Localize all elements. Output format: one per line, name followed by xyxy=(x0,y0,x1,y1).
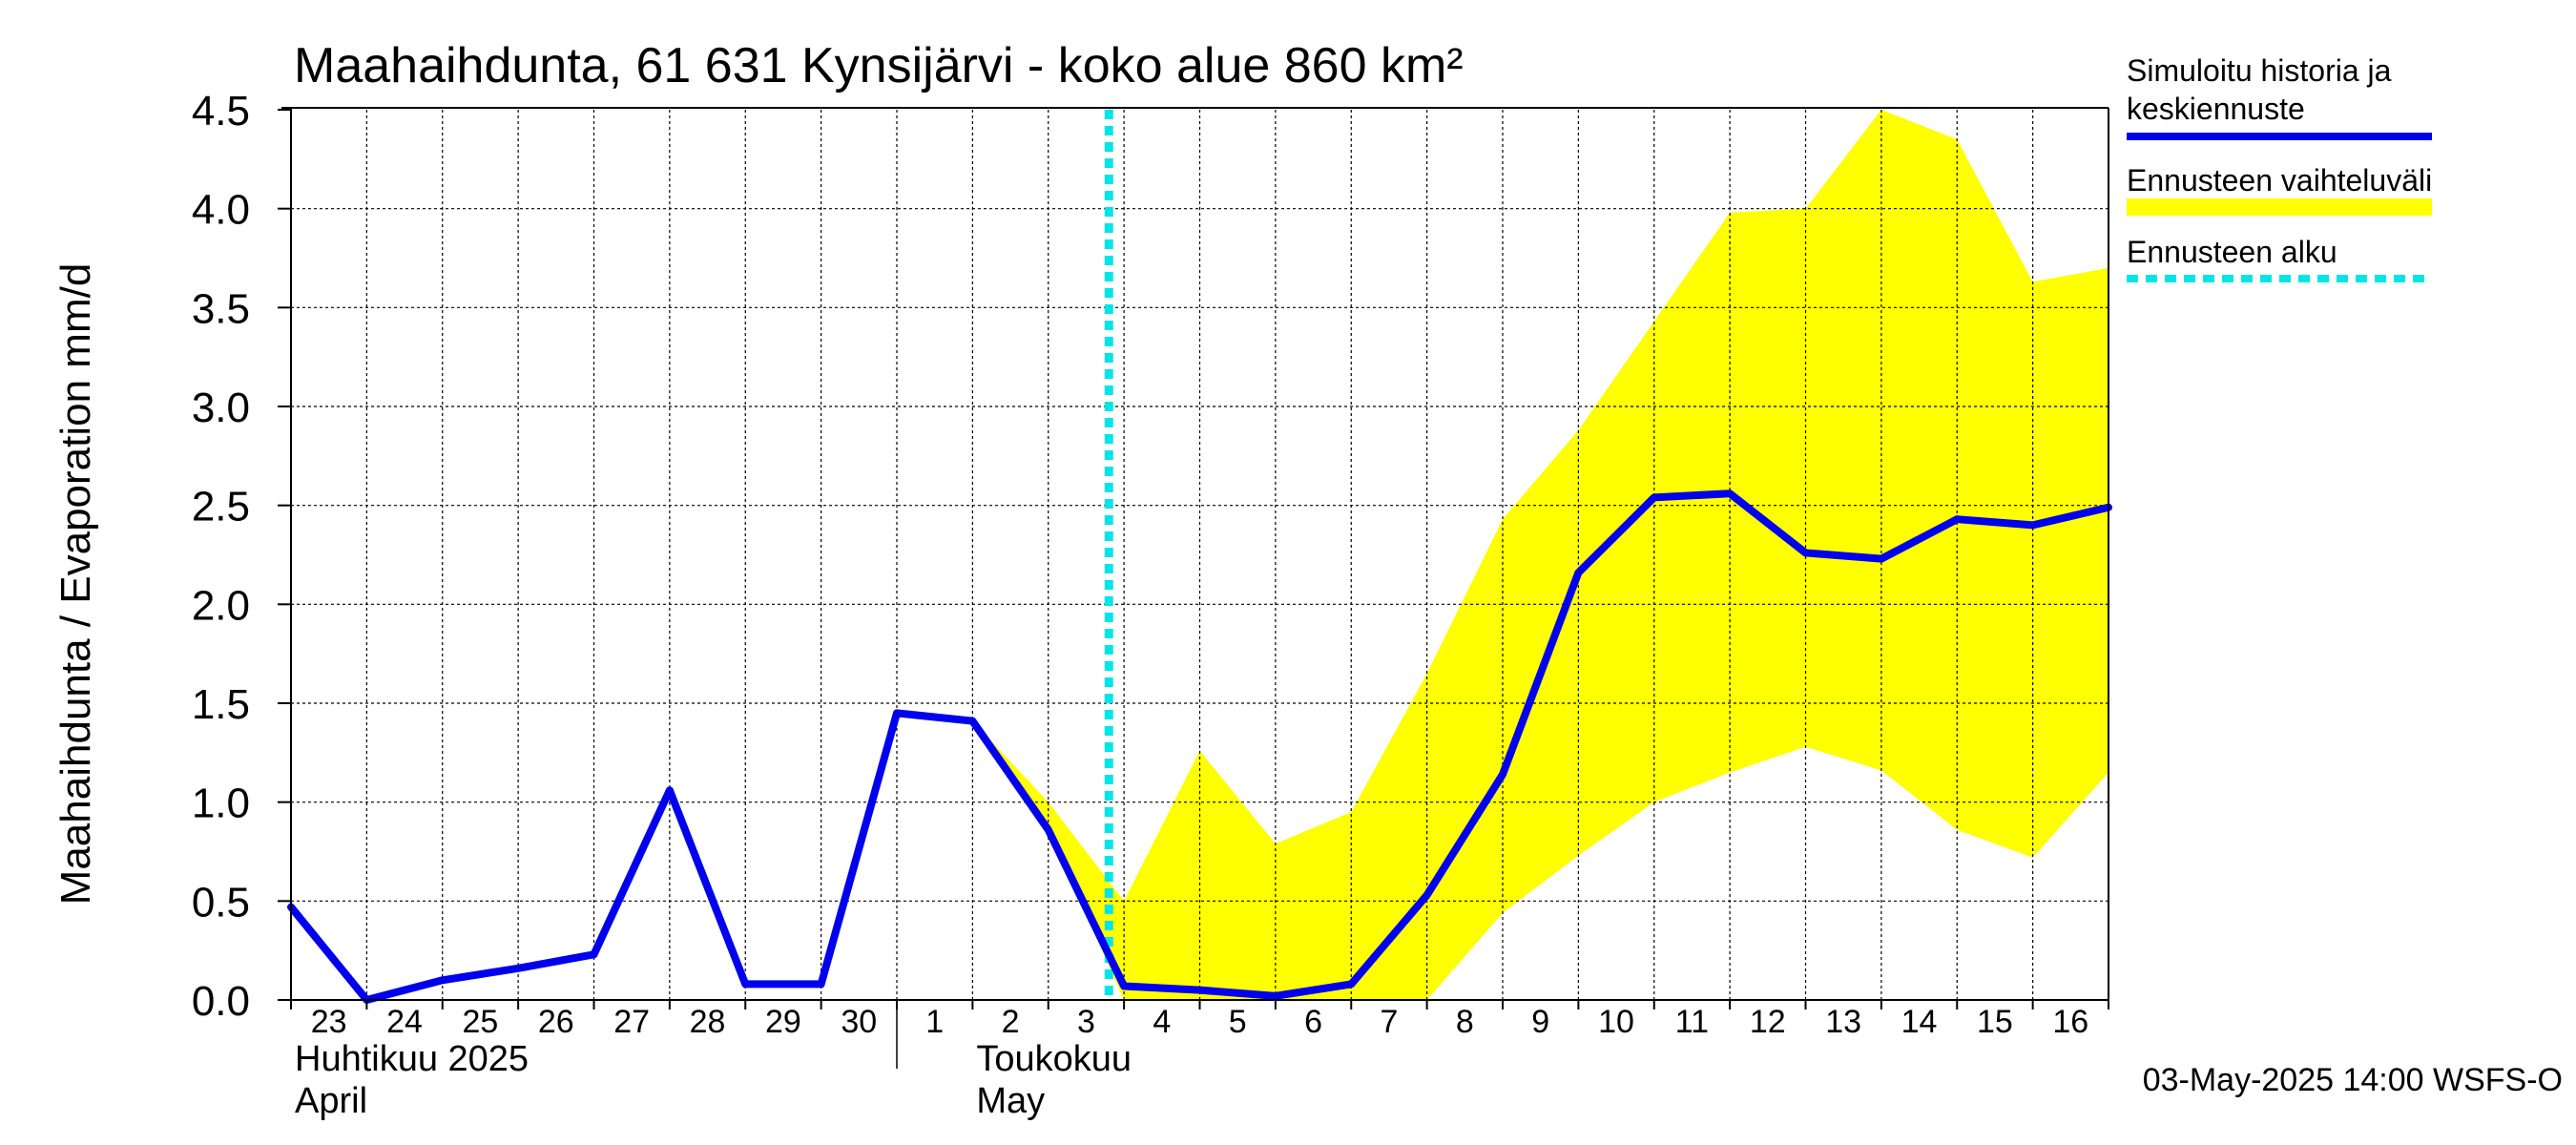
chart-title: Maahaihdunta, 61 631 Kynsijärvi - koko a… xyxy=(294,38,1464,94)
y-tick-label: 2.5 xyxy=(192,484,250,531)
x-tick-label: 9 xyxy=(1531,1004,1549,1040)
x-tick-label: 16 xyxy=(2052,1004,2088,1040)
x-tick-label: 4 xyxy=(1153,1004,1171,1040)
month-label-english: May xyxy=(976,1081,1045,1121)
legend-label: keskiennuste xyxy=(2127,92,2305,126)
x-tick-label: 1 xyxy=(925,1004,944,1040)
forecast-range-band-layer xyxy=(972,110,2109,1000)
y-axis-label: Maahaihdunta / Evaporation mm/d xyxy=(52,263,99,906)
y-tick-labels: 0.0 0.5 1.0 1.5 2.0 2.5 3.0 3.5 4.0 4.5 xyxy=(192,88,291,1025)
timestamp-label: 03-May-2025 14:00 WSFS-O xyxy=(2143,1062,2563,1098)
y-tick-label: 0.0 xyxy=(192,978,250,1025)
y-tick-label: 3.0 xyxy=(192,385,250,431)
x-tick-label: 25 xyxy=(463,1004,499,1040)
x-tick-label: 24 xyxy=(386,1004,423,1040)
y-tick-label: 0.5 xyxy=(192,879,250,926)
forecast-range-band xyxy=(972,110,2109,1000)
x-tick-label: 14 xyxy=(1901,1004,1938,1040)
x-tick-label: 11 xyxy=(1675,1004,1709,1040)
x-tick-label: 30 xyxy=(841,1004,877,1040)
x-tick-label: 10 xyxy=(1598,1004,1634,1040)
x-tick-label: 26 xyxy=(538,1004,574,1040)
y-tick-label: 2.0 xyxy=(192,582,250,629)
legend: Simuloitu historia ja keskiennuste Ennuste… xyxy=(2127,53,2432,282)
month-label-english: April xyxy=(295,1081,367,1121)
x-tick-label: 13 xyxy=(1825,1004,1861,1040)
x-tick-label: 29 xyxy=(765,1004,801,1040)
y-tick-label: 3.5 xyxy=(192,285,250,332)
x-tick-label: 6 xyxy=(1304,1004,1322,1040)
x-tick-labels: 23 24 25 26 27 28 29 30 1 2 3 4 5 6 7 8 9 10 11 12 13 14 15 16 xyxy=(290,1000,2109,1040)
month-label-finnish: Toukokuu xyxy=(976,1039,1132,1079)
legend-swatch-band xyxy=(2127,198,2432,216)
series-layer xyxy=(287,489,2112,1004)
x-tick-label: 3 xyxy=(1077,1004,1095,1040)
legend-label: Ennusteen vaihteluväli xyxy=(2127,163,2432,198)
x-tick-label: 2 xyxy=(1002,1004,1020,1040)
x-tick-label: 23 xyxy=(311,1004,347,1040)
x-tick-label: 5 xyxy=(1229,1004,1247,1040)
month-label-finnish: Huhtikuu 2025 xyxy=(295,1039,529,1079)
x-tick-label: 7 xyxy=(1380,1004,1398,1040)
y-tick-label: 4.5 xyxy=(192,88,250,135)
x-tick-label: 15 xyxy=(1977,1004,2013,1040)
legend-label: Ennusteen alku xyxy=(2127,235,2337,269)
x-tick-label: 12 xyxy=(1750,1004,1786,1040)
x-tick-label: 28 xyxy=(690,1004,726,1040)
x-tick-label: 8 xyxy=(1456,1004,1474,1040)
y-tick-label: 4.0 xyxy=(192,187,250,234)
y-tick-label: 1.5 xyxy=(192,681,250,728)
series-line-mean xyxy=(287,489,2112,1004)
x-tick-label: 27 xyxy=(613,1004,650,1040)
legend-label: Simuloitu historia ja xyxy=(2127,53,2392,88)
y-tick-label: 1.0 xyxy=(192,781,250,827)
